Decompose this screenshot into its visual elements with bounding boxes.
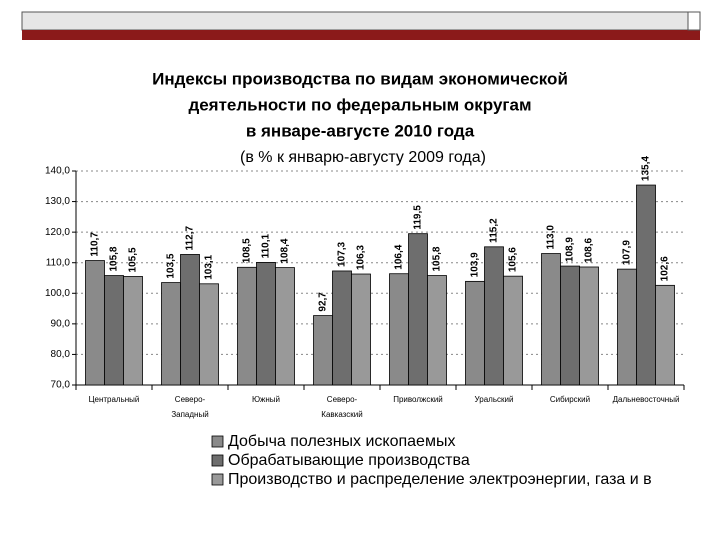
- value-label: 103,1: [204, 254, 215, 279]
- bar: [560, 265, 580, 386]
- accent-bar: [22, 30, 700, 40]
- x-tick-label: Уральский: [475, 395, 514, 404]
- value-label: 106,3: [356, 245, 367, 270]
- y-tick-label: 130,0: [45, 196, 70, 207]
- bar: [313, 315, 333, 386]
- top-bar: [21, 11, 689, 31]
- bar: [351, 273, 371, 386]
- legend-swatch: [211, 473, 224, 486]
- bar: [123, 276, 143, 386]
- legend-label: Обрабатывающие производства: [228, 452, 470, 469]
- y-tick-label: 110,0: [46, 257, 71, 268]
- value-label: 102,6: [660, 256, 671, 281]
- chart-title: Индексы производства по видам экономичес…: [152, 69, 568, 88]
- bar: [617, 268, 637, 386]
- value-label: 115,2: [489, 218, 500, 243]
- value-label: 108,9: [565, 237, 576, 262]
- x-tick-label: Дальневосточный: [613, 395, 680, 404]
- value-label: 92,7: [318, 292, 329, 312]
- legend-swatch: [211, 435, 224, 448]
- bar: [275, 267, 295, 386]
- bar: [465, 280, 485, 386]
- bar: [332, 270, 352, 386]
- value-label: 107,3: [337, 242, 348, 267]
- value-label: 108,4: [280, 238, 291, 263]
- bar: [256, 262, 276, 386]
- legend-label: Производство и распределение электроэнер…: [228, 471, 652, 488]
- y-tick-label: 120,0: [45, 227, 70, 238]
- value-label: 105,8: [432, 246, 443, 271]
- legend-label: Добыча полезных ископаемых: [228, 433, 455, 450]
- bar: [636, 184, 656, 386]
- x-tick-label: Северо-Кавказский: [321, 395, 362, 419]
- value-label: 112,7: [185, 226, 196, 251]
- y-tick-label: 70,0: [51, 380, 71, 391]
- value-label: 119,5: [413, 205, 424, 230]
- value-label: 135,4: [641, 156, 652, 181]
- bar: [180, 254, 200, 386]
- bar: [503, 275, 523, 386]
- bar: [579, 266, 599, 386]
- bar: [237, 266, 257, 386]
- value-label: 108,6: [584, 238, 595, 263]
- y-tick-label: 80,0: [51, 349, 71, 360]
- legend-swatch: [211, 454, 224, 467]
- bar: [389, 273, 409, 386]
- value-label: 110,7: [90, 232, 101, 257]
- value-label: 110,1: [261, 233, 272, 258]
- value-label: 108,5: [242, 238, 253, 263]
- y-tick-label: 140,0: [45, 166, 70, 177]
- chart-title: в январе-августе 2010 года: [246, 121, 475, 140]
- bar: [199, 283, 219, 386]
- value-label: 105,5: [128, 247, 139, 272]
- x-tick-label: Северо-Западный: [171, 395, 208, 419]
- x-tick-label: Южный: [252, 395, 280, 404]
- x-tick-label: Приволжский: [393, 395, 443, 404]
- bar: [484, 246, 504, 386]
- value-label: 106,4: [394, 244, 405, 269]
- value-label: 105,8: [109, 246, 120, 271]
- bar: [85, 260, 105, 386]
- bar: [541, 253, 561, 386]
- chart-title: деятельности по федеральным округам: [188, 95, 531, 114]
- x-tick-label: Сибирский: [550, 395, 590, 404]
- value-label: 105,6: [508, 247, 519, 272]
- y-tick-label: 100,0: [45, 288, 70, 299]
- bar: [655, 284, 675, 386]
- bar: [427, 275, 447, 386]
- y-tick-label: 90,0: [51, 318, 71, 329]
- corner-box: [687, 11, 701, 31]
- bar: [161, 282, 181, 386]
- value-label: 103,5: [166, 253, 177, 278]
- x-tick-label: Центральный: [89, 395, 140, 404]
- bar: [104, 275, 124, 386]
- value-label: 107,9: [622, 240, 633, 265]
- value-label: 113,0: [546, 225, 557, 250]
- value-label: 103,9: [470, 252, 481, 277]
- bar: [408, 233, 428, 386]
- chart-subtitle: (в % к январю-августу 2009 года): [240, 149, 486, 166]
